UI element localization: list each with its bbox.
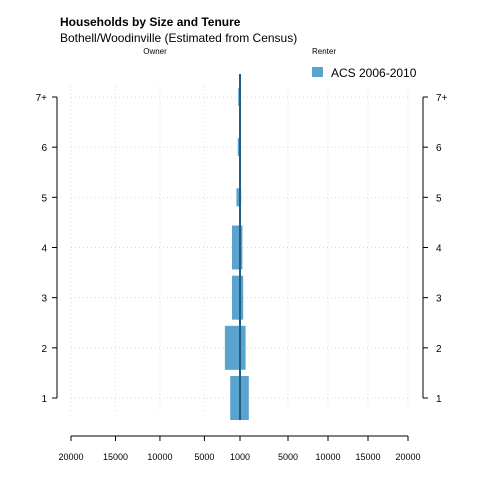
renter-label: Renter	[312, 47, 336, 56]
chart-subtitle: Bothell/Woodinville (Estimated from Cens…	[60, 31, 297, 45]
x-tick-label: 5000	[194, 452, 214, 462]
y-tick-label-right: 6	[436, 143, 442, 154]
bar-owner	[224, 325, 240, 370]
y-tick-label-left: 3	[41, 294, 47, 305]
bar-renter	[240, 325, 246, 370]
bar-owner	[231, 225, 240, 270]
legend: ACS 2006-2010	[312, 66, 417, 80]
bar-owner	[237, 138, 240, 157]
chart-title: Households by Size and Tenure	[60, 15, 241, 29]
y-tick-label-right: 4	[436, 244, 442, 255]
y-tick-label-right: 1	[436, 394, 442, 405]
y-tick-label-left: 7+	[36, 93, 48, 104]
x-tick-label: 15000	[355, 452, 380, 462]
bars	[224, 74, 249, 420]
bar-owner	[230, 376, 240, 420]
y-tick-label-left: 2	[41, 344, 47, 355]
bar-renter	[240, 225, 243, 270]
legend-label: ACS 2006-2010	[331, 66, 417, 80]
x-tick-label: 15000	[103, 452, 128, 462]
bar-renter	[240, 376, 249, 420]
y-tick-label-left: 5	[41, 193, 47, 204]
legend-swatch	[312, 67, 323, 77]
x-tick-label: 10000	[315, 452, 340, 462]
bar-renter	[240, 275, 244, 320]
y-tick-label-right: 2	[436, 344, 442, 355]
y-tick-label-right: 5	[436, 193, 442, 204]
x-tick-label: 10000	[147, 452, 172, 462]
y-tick-label-left: 1	[41, 394, 47, 405]
y-tick-label-right: 7+	[436, 93, 448, 104]
y-tick-label-left: 4	[41, 244, 47, 255]
x-tick-label: 20000	[58, 452, 83, 462]
y-tick-label-right: 3	[436, 294, 442, 305]
x-tick-label: 5000	[278, 452, 298, 462]
axes: 1 1 2 2 3 3 4 4 5 5 6 6 7+ 7+ 20000 15000 10000 5000 1000 5…	[36, 93, 448, 462]
owner-label: Owner	[143, 47, 167, 56]
x-tick-label: 1000	[230, 452, 250, 462]
x-tick-label: 20000	[395, 452, 420, 462]
bar-owner	[236, 188, 240, 207]
bar-owner	[231, 275, 240, 320]
y-tick-label-left: 6	[41, 143, 47, 154]
